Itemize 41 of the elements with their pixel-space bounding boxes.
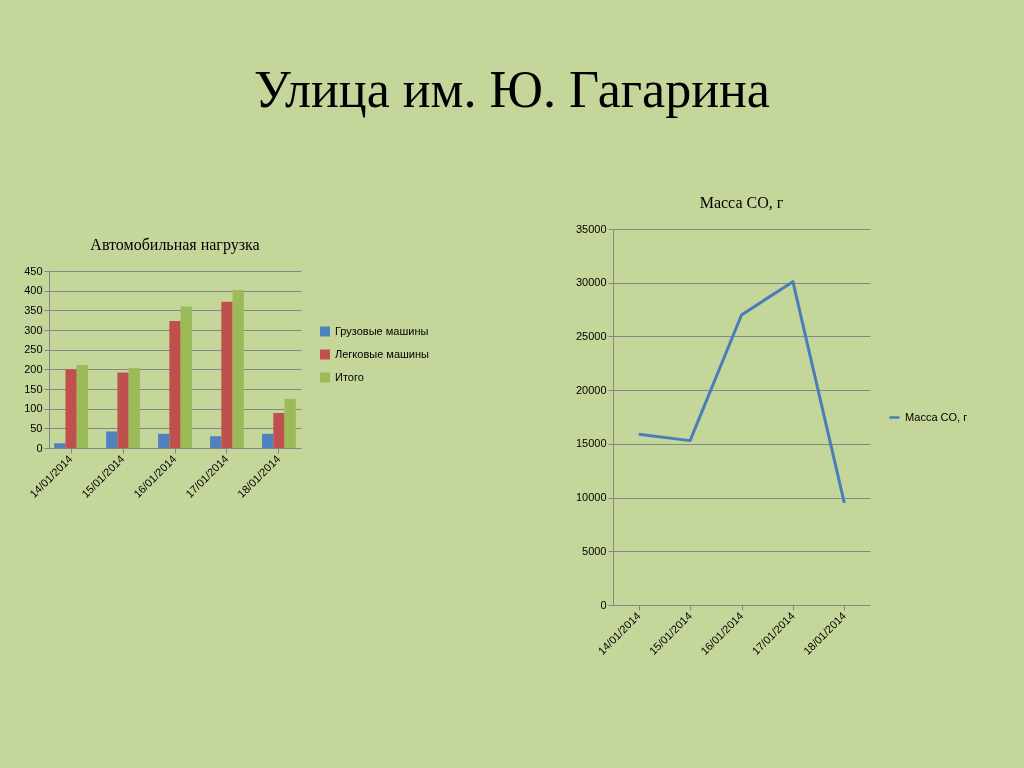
y-tick-label: 25000 [575, 329, 607, 342]
y-tick-label: 50 [30, 421, 43, 434]
y-tick-label: 250 [24, 343, 43, 356]
y-tick-label: 35000 [575, 222, 607, 235]
y-tick-label: 15000 [575, 437, 607, 450]
y-tick-label: 100 [24, 402, 43, 415]
y-tick-label: 200 [24, 362, 43, 375]
chart-title: Масса CO, г [699, 194, 784, 211]
y-tick-label: 300 [24, 323, 43, 336]
y-tick-label: 400 [24, 284, 43, 297]
chart-title: Автомобильная нагрузка [90, 236, 260, 254]
bar [76, 365, 88, 448]
y-tick-label: 10000 [575, 491, 607, 504]
y-tick-label: 30000 [575, 276, 607, 289]
bar [273, 412, 285, 448]
bar [65, 369, 77, 448]
line-series [637, 280, 846, 505]
bar [232, 289, 244, 448]
y-tick-label: 0 [36, 441, 43, 454]
legend-label: Масса CO, г [905, 410, 968, 423]
y-tick-label: 0 [600, 598, 607, 611]
y-tick-label: 350 [24, 303, 43, 316]
bar [221, 301, 233, 448]
text: Улица им. Ю. Гагарина [253, 60, 771, 119]
y-tick-label: 450 [24, 264, 43, 277]
y-tick-label: 150 [24, 382, 43, 395]
y-tick-label: 20000 [575, 383, 607, 396]
legend-label: Итого [335, 370, 364, 383]
bar [284, 398, 296, 448]
bar [169, 320, 181, 448]
bar [106, 431, 118, 448]
bar [180, 306, 192, 448]
legend-label: Грузовые машины [335, 324, 429, 337]
bar [158, 433, 170, 448]
bar [262, 433, 274, 448]
bar [210, 436, 222, 448]
bar [128, 368, 140, 448]
legend-label: Легковые машины [335, 347, 430, 360]
bar [54, 443, 66, 448]
y-tick-label: 5000 [582, 544, 607, 557]
bar [117, 372, 129, 448]
